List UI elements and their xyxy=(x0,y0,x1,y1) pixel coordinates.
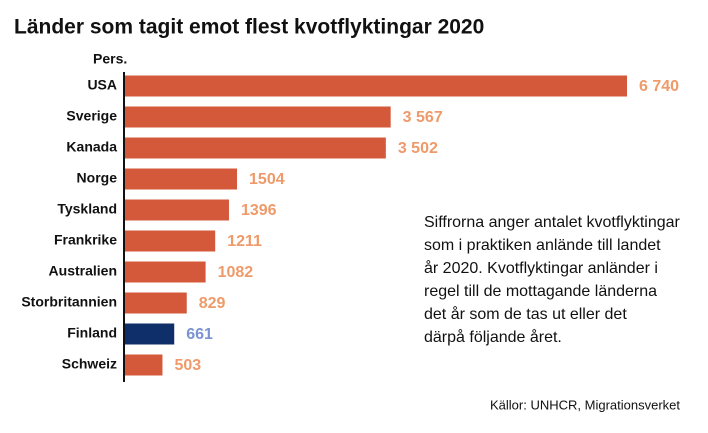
y-tick-label: Norge xyxy=(77,170,118,186)
note-line: år 2020. Kvotflyktingar anländer i xyxy=(424,259,658,277)
y-tick-label: USA xyxy=(87,77,117,93)
bar xyxy=(125,354,163,376)
bar xyxy=(125,199,229,221)
unit-label: Pers. xyxy=(93,51,127,67)
y-tick-label: Kanada xyxy=(66,139,117,155)
value-label: 503 xyxy=(174,357,201,374)
y-tick-label: Frankrike xyxy=(54,232,117,248)
bar xyxy=(125,292,187,314)
chart-title: Länder som tagit emot flest kvotflykting… xyxy=(14,16,484,39)
y-tick-label: Schweiz xyxy=(62,356,117,372)
note-line: därpå följande året. xyxy=(424,328,562,346)
bar xyxy=(125,137,386,159)
note-line: Siffrorna anger antalet kvotflyktingar xyxy=(424,214,681,231)
note-line: som i praktiken anlände till landet xyxy=(424,237,661,254)
value-label: 1082 xyxy=(218,264,254,281)
value-label: 829 xyxy=(199,295,226,312)
value-label: 1396 xyxy=(241,202,277,219)
y-tick-label: Storbritannien xyxy=(21,294,117,310)
value-label: 3 502 xyxy=(398,140,438,157)
value-label: 3 567 xyxy=(403,109,443,126)
y-tick-label: Sverige xyxy=(66,108,117,124)
bar xyxy=(125,261,206,283)
source: Källor: UNHCR, Migrationsverket xyxy=(490,397,680,412)
note-line: det år som de tas ut eller det xyxy=(424,305,627,323)
bar xyxy=(125,168,238,190)
value-label: 6 740 xyxy=(639,78,679,95)
note-line: regel till de mottagande länderna xyxy=(424,283,657,300)
y-tick-label: Finland xyxy=(67,325,117,341)
y-tick-label: Australien xyxy=(49,263,117,279)
bar xyxy=(125,323,175,345)
value-label: 1211 xyxy=(227,233,262,250)
value-label: 661 xyxy=(186,326,213,343)
value-label: 1504 xyxy=(249,171,285,188)
y-tick-label: Tyskland xyxy=(57,201,117,217)
bar xyxy=(125,106,391,128)
bar xyxy=(125,230,216,252)
bar xyxy=(125,75,627,97)
